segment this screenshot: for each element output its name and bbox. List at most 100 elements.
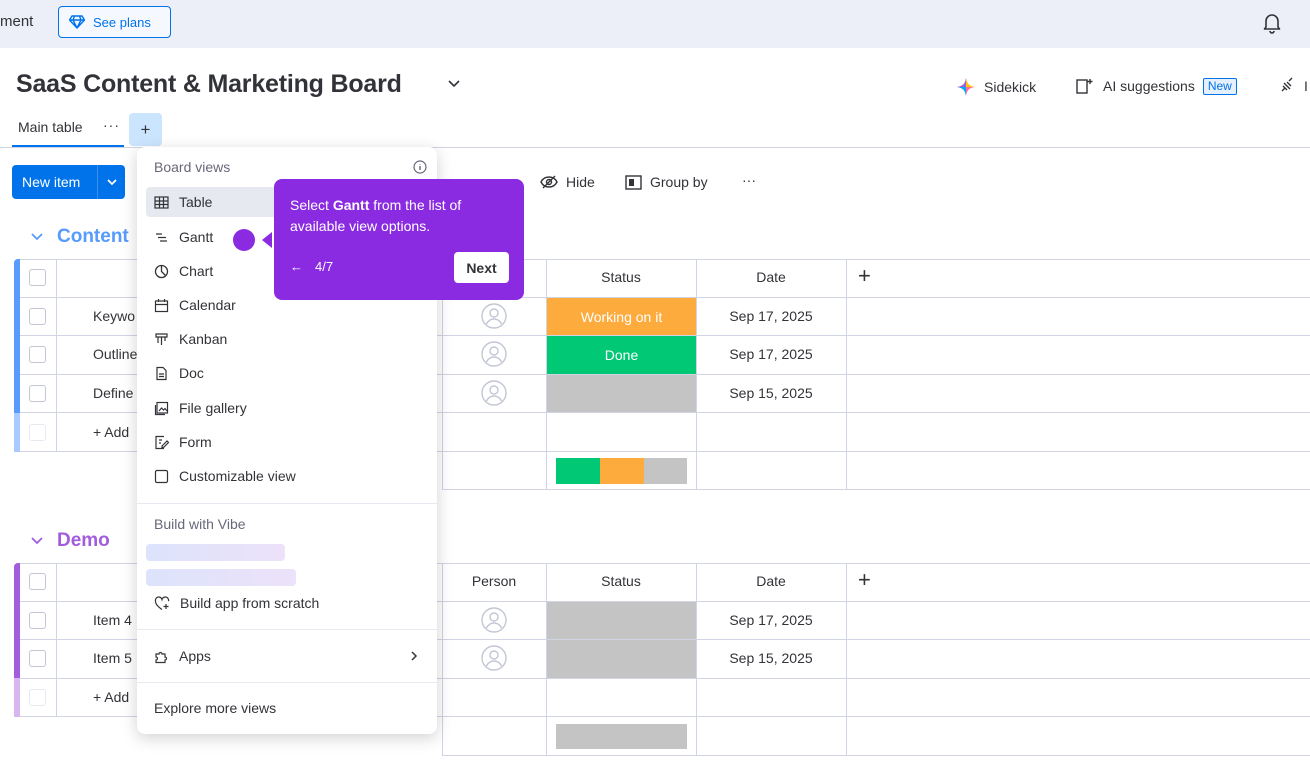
new-item-button[interactable]: New item [12, 165, 125, 199]
see-plans-button[interactable]: See plans [58, 6, 171, 38]
status-cell[interactable] [547, 602, 696, 639]
person-avatar-icon[interactable] [481, 645, 507, 671]
grid-line [442, 489, 1310, 490]
sidekick-button[interactable]: Sidekick [956, 77, 1036, 97]
group-title-demo[interactable]: Demo [57, 530, 110, 551]
date-cell[interactable]: Sep 17, 2025 [729, 308, 813, 324]
view-option-form[interactable]: Form [146, 427, 428, 457]
table-icon [154, 195, 169, 209]
view-option-customizable[interactable]: Customizable view [146, 461, 428, 491]
row-checkbox[interactable] [29, 650, 46, 667]
column-header-person[interactable]: Person [471, 573, 517, 589]
grid-line [696, 259, 697, 490]
group-by-label: Group by [650, 174, 708, 190]
see-plans-label: See plans [93, 14, 151, 30]
grid-line [20, 297, 1310, 298]
chevron-down-icon[interactable] [30, 536, 44, 546]
guide-tooltip: Select Gantt from the list of available … [274, 179, 524, 300]
view-option-gantt[interactable]: Gantt [146, 222, 428, 252]
item-name[interactable]: Keywo [93, 308, 136, 324]
view-option-kanban[interactable]: Kanban [146, 324, 428, 354]
board-title[interactable]: SaaS Content & Marketing Board [16, 70, 402, 98]
status-summary-bar [556, 458, 687, 484]
next-button[interactable]: Next [454, 252, 509, 283]
apps-menu-item[interactable]: Apps [146, 641, 428, 671]
group-by-button[interactable]: Group by [625, 174, 708, 190]
row-checkbox[interactable] [29, 385, 46, 402]
item-name[interactable]: Define [93, 385, 134, 401]
status-cell[interactable] [547, 375, 696, 412]
row-checkbox[interactable] [29, 308, 46, 325]
date-cell[interactable]: Sep 15, 2025 [729, 385, 813, 401]
tab-more-button[interactable]: ··· [103, 117, 120, 133]
add-item-input[interactable]: + Add [93, 424, 130, 440]
status-cell[interactable]: Done [547, 336, 696, 374]
view-label: Table [179, 194, 213, 210]
person-avatar-icon[interactable] [481, 607, 507, 633]
top-bar: ment See plans [0, 0, 1310, 48]
chevron-right-icon [411, 651, 418, 661]
item-name[interactable]: Item 5 [93, 650, 132, 666]
view-option-chart[interactable]: Chart [146, 256, 428, 286]
loading-skeleton [146, 544, 285, 561]
grid-line [20, 335, 1310, 336]
back-arrow-icon[interactable]: ← [290, 259, 303, 274]
view-label: Doc [179, 365, 204, 381]
column-header-date[interactable]: Date [756, 573, 786, 589]
chevron-down-icon[interactable] [30, 232, 44, 242]
explore-more-views[interactable]: Explore more views [154, 700, 277, 716]
apps-puzzle-icon [155, 651, 168, 663]
column-header-date[interactable]: Date [756, 269, 786, 285]
step-counter: 4/7 [315, 259, 334, 274]
row-checkbox[interactable] [29, 346, 46, 363]
group-color-bar [14, 259, 20, 452]
status-summary-working [600, 458, 644, 484]
date-cell[interactable]: Sep 15, 2025 [729, 650, 813, 666]
status-cell[interactable]: Working on it [547, 298, 696, 335]
view-option-calendar[interactable]: Calendar [146, 290, 428, 320]
add-row-checkbox [29, 689, 46, 706]
view-option-doc[interactable]: Doc [146, 358, 428, 388]
grid-line [20, 678, 1310, 679]
view-label: Form [179, 434, 212, 450]
add-column-button[interactable]: + [858, 567, 871, 592]
person-avatar-icon[interactable] [481, 341, 507, 367]
person-avatar-icon[interactable] [481, 303, 507, 329]
add-item-input[interactable]: + Add [93, 689, 130, 705]
tab-main-table[interactable]: Main table [18, 119, 83, 135]
row-checkbox[interactable] [29, 612, 46, 629]
person-avatar-icon[interactable] [481, 380, 507, 406]
column-header-status[interactable]: Status [601, 269, 641, 285]
item-name[interactable]: Item 4 [93, 612, 132, 628]
add-view-button[interactable]: + [129, 113, 162, 146]
toolbar-more-button[interactable]: ··· [742, 172, 756, 188]
add-column-button[interactable]: + [858, 263, 871, 288]
grid-line [56, 259, 57, 452]
select-all-checkbox[interactable] [29, 269, 46, 286]
column-header-status[interactable]: Status [601, 573, 641, 589]
ai-suggestions-button[interactable]: AI suggestions New [1075, 77, 1237, 95]
view-option-file-gallery[interactable]: File gallery [146, 393, 428, 423]
grid-line [20, 639, 1310, 640]
new-item-dropdown[interactable] [98, 177, 125, 187]
tabs-divider [0, 147, 1310, 148]
status-cell[interactable] [547, 640, 696, 678]
build-app-from-scratch[interactable]: Build app from scratch [146, 588, 428, 618]
integrate-button[interactable]: I [1278, 77, 1308, 95]
hide-button[interactable]: Hide [540, 174, 595, 190]
date-cell[interactable]: Sep 17, 2025 [729, 346, 813, 362]
date-cell[interactable]: Sep 17, 2025 [729, 612, 813, 628]
grid-line [696, 563, 697, 755]
group-title-content[interactable]: Content [57, 226, 129, 247]
info-icon[interactable] [413, 160, 427, 174]
grid-line [20, 601, 1310, 602]
chevron-down-icon[interactable] [446, 78, 462, 90]
item-name[interactable]: Outline [93, 346, 138, 362]
bell-icon[interactable] [1262, 12, 1282, 34]
view-label: Gantt [179, 229, 214, 245]
grid-line [20, 412, 1310, 413]
build-app-label: Build app from scratch [180, 595, 320, 611]
new-item-label: New item [22, 174, 81, 190]
select-all-checkbox[interactable] [29, 573, 46, 590]
menu-divider [137, 503, 437, 504]
